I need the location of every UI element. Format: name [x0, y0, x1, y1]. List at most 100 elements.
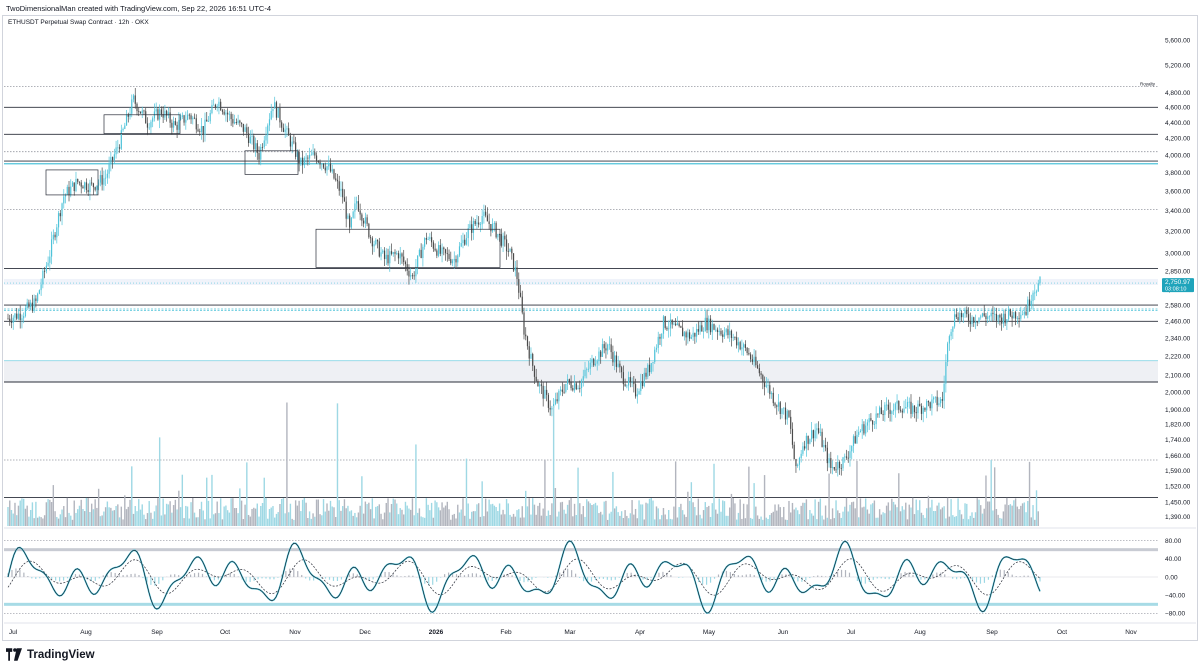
candle [87, 183, 89, 196]
volume-bar [959, 509, 961, 526]
volume-bar [185, 505, 187, 526]
volume-bar [603, 501, 605, 526]
oscillator-hist-bar [880, 577, 882, 579]
candle [486, 207, 488, 222]
volume-bar [680, 503, 682, 526]
candle [809, 438, 811, 445]
candle-body [887, 404, 889, 410]
oscillator-hist-bar [813, 576, 815, 577]
candle [746, 346, 748, 356]
candle [1011, 311, 1013, 327]
candle [586, 367, 588, 379]
candle-body [383, 250, 386, 260]
candle-body [537, 380, 539, 387]
volume-bar [223, 506, 225, 526]
volume-bar [941, 507, 944, 526]
volume-bar [615, 506, 618, 526]
candle-body [340, 188, 342, 191]
candle-body [401, 253, 403, 257]
candle [223, 108, 225, 116]
volume-bar [78, 505, 81, 526]
candle-body [415, 266, 417, 277]
volume-bar [962, 518, 964, 526]
volume-bar [270, 507, 272, 526]
oscillator-hist-bar [523, 577, 525, 583]
candle [110, 151, 112, 172]
candle [127, 112, 129, 123]
oscillator-hist-bar [213, 577, 215, 581]
volume-bar [150, 512, 152, 526]
volume-bar [399, 508, 401, 526]
tradingview-logo[interactable]: TradingView [6, 648, 95, 661]
candle [394, 249, 396, 262]
candle [570, 375, 572, 391]
volume-bar [626, 515, 628, 526]
candle-body [424, 238, 426, 247]
volume-bar [812, 515, 815, 526]
candle-body [812, 430, 814, 439]
volume-bar [124, 495, 126, 526]
oscillator-hist-bar [618, 577, 620, 578]
oscillator-hist-bar [745, 574, 747, 577]
oscillator-hist-bar [94, 577, 96, 581]
candle-body [788, 410, 790, 417]
candle [645, 367, 647, 380]
candle [964, 307, 966, 318]
candle [926, 399, 928, 419]
oscillator-hist-bar [844, 570, 847, 577]
volume-bar [629, 513, 632, 526]
volume-bar [136, 511, 138, 526]
oscillator-hist-bar [388, 572, 390, 577]
candle [617, 355, 619, 368]
candle-body [831, 466, 834, 468]
candle-body [478, 222, 480, 225]
volume-bar [810, 513, 813, 526]
candle [439, 239, 441, 257]
candle [352, 210, 354, 219]
candle-body [840, 467, 842, 469]
candle [627, 371, 630, 391]
candle-body [908, 401, 910, 403]
candle-body [37, 293, 39, 301]
candle [375, 238, 377, 246]
volume-bar [873, 500, 876, 526]
candle [10, 313, 13, 329]
volume-bar [284, 513, 286, 526]
candle [94, 186, 96, 192]
candle [1016, 316, 1018, 324]
candle-body [464, 239, 466, 245]
candle [28, 299, 30, 309]
candle [868, 413, 870, 430]
volume-bar [9, 500, 11, 526]
volume-bar [455, 518, 457, 526]
volume-bar [803, 502, 806, 526]
oscillator-hist-bar [773, 577, 775, 580]
candle [833, 466, 835, 471]
candle [741, 339, 743, 356]
candle-body [211, 104, 213, 114]
candle [61, 202, 63, 226]
oscillator-hist-bar [559, 572, 561, 577]
candle [40, 278, 42, 296]
candle-body [302, 157, 304, 166]
oscillator-hist-bar [626, 572, 628, 577]
candle-body [730, 330, 733, 338]
volume-bar [741, 518, 743, 526]
candle-body [805, 435, 808, 449]
candle [633, 375, 635, 393]
candle [305, 152, 307, 165]
candle-body [61, 203, 63, 217]
candle [657, 331, 659, 354]
candle [77, 178, 79, 185]
candle-body [108, 164, 110, 174]
candle-body [955, 314, 957, 318]
volume-bar [638, 500, 640, 526]
oscillator-hist-bar [975, 577, 978, 583]
volume-bar [1002, 511, 1005, 526]
candle [927, 400, 930, 407]
candle [872, 419, 874, 432]
candle-body [518, 279, 520, 293]
candle-body [751, 359, 753, 362]
candle [589, 357, 591, 375]
